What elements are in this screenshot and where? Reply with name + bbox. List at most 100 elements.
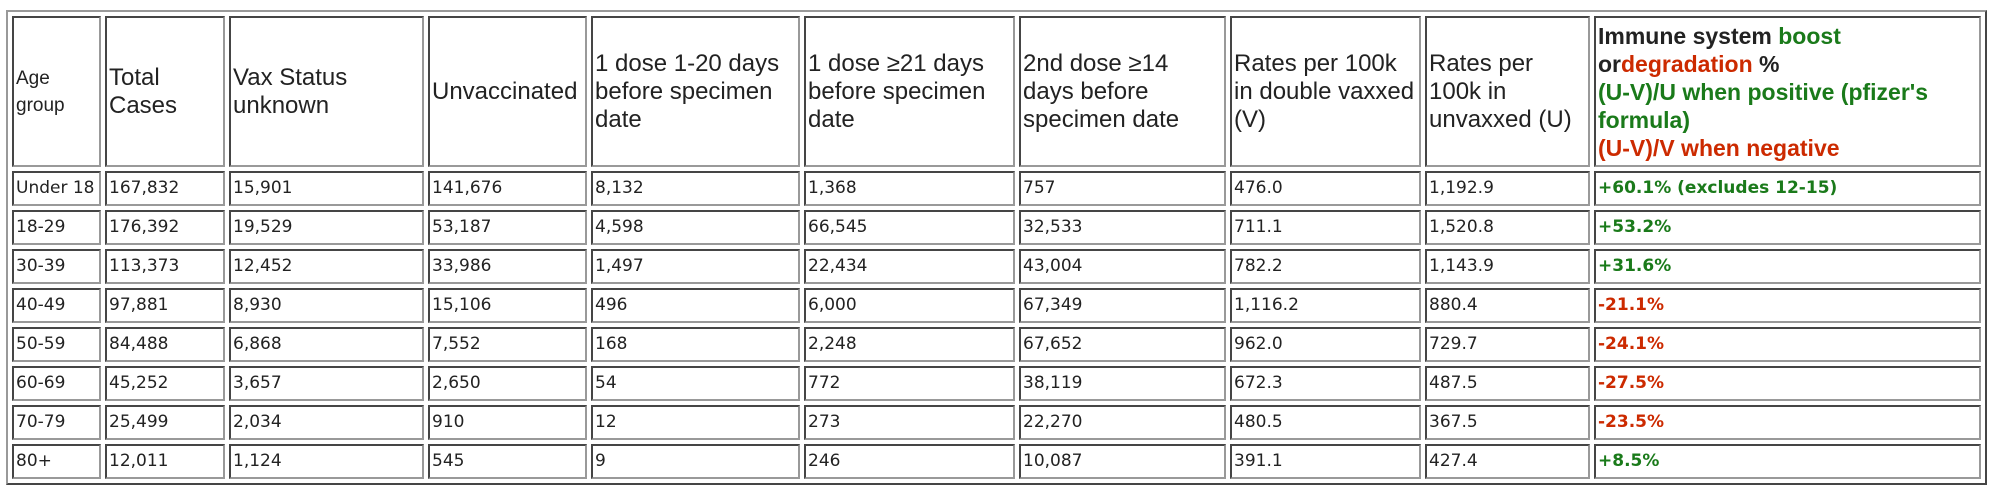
table-row: 50-59 84,488 6,868 7,552 168 2,248 67,652 962.0… [12, 327, 1981, 362]
table-cell: 880.4 [1425, 288, 1590, 323]
table-cell: 246 [804, 444, 1015, 479]
table-cell: 43,004 [1019, 249, 1226, 284]
table-cell: 141,676 [428, 171, 587, 206]
column-header: Total Cases [105, 16, 225, 167]
table-cell: 480.5 [1230, 405, 1421, 440]
table-cell: 25,499 [105, 405, 225, 440]
table-cell: 8,132 [591, 171, 800, 206]
table-cell: 910 [428, 405, 587, 440]
column-header: 2nd dose ≥14 days before specimen date [1019, 16, 1226, 167]
table-cell: 97,881 [105, 288, 225, 323]
table-cell: 12 [591, 405, 800, 440]
table-cell: 67,349 [1019, 288, 1226, 323]
table-cell: 2,248 [804, 327, 1015, 362]
page: Age group Total Cases Vax Status unknown Un… [6, 10, 1987, 485]
table-cell: 32,533 [1019, 210, 1226, 245]
table-cell: 1,143.9 [1425, 249, 1590, 284]
table-cell: -24.1% [1594, 327, 1981, 362]
table-cell: 6,000 [804, 288, 1015, 323]
header-part: (U-V)/V when negative [1598, 134, 1840, 161]
table-cell: 1,116.2 [1230, 288, 1421, 323]
table-cell: 113,373 [105, 249, 225, 284]
table-cell: 8,930 [229, 288, 424, 323]
table-cell: 962.0 [1230, 327, 1421, 362]
table-cell: 38,119 [1019, 366, 1226, 401]
table-cell: 391.1 [1230, 444, 1421, 479]
column-header: Rates per 100k in double vaxxed (V) [1230, 16, 1421, 167]
table-row: 18-29 176,392 19,529 53,187 4,598 66,545 32,53… [12, 210, 1981, 245]
table-cell: 54 [591, 366, 800, 401]
header-part: Immune system [1598, 22, 1779, 49]
table-cell: 1,520.8 [1425, 210, 1590, 245]
table-cell: 1,192.9 [1425, 171, 1590, 206]
column-header: Immune system boost ordegradation % (U-V)… [1594, 16, 1981, 167]
table-cell: 33,986 [428, 249, 587, 284]
table-cell: 176,392 [105, 210, 225, 245]
table-cell: 15,901 [229, 171, 424, 206]
table-cell: -27.5% [1594, 366, 1981, 401]
table-cell: 1,124 [229, 444, 424, 479]
table-cell: -21.1% [1594, 288, 1981, 323]
header-row: Age group Total Cases Vax Status unknown Un… [12, 16, 1981, 167]
table-cell: 487.5 [1425, 366, 1590, 401]
table-cell: 66,545 [804, 210, 1015, 245]
table-cell: 1,368 [804, 171, 1015, 206]
table-cell: 30-39 [12, 249, 101, 284]
table-cell: 729.7 [1425, 327, 1590, 362]
table-cell: Under 18 [12, 171, 101, 206]
table-cell: 772 [804, 366, 1015, 401]
table-cell: 53,187 [428, 210, 587, 245]
column-header: Unvaccinated [428, 16, 587, 167]
table-cell: 7,552 [428, 327, 587, 362]
table-cell: 80+ [12, 444, 101, 479]
header-part: (U-V)/U when positive (pfizer's formula) [1598, 78, 1929, 133]
table-cell: 2,034 [229, 405, 424, 440]
table-cell: 22,434 [804, 249, 1015, 284]
table-cell: 711.1 [1230, 210, 1421, 245]
table-cell: 496 [591, 288, 800, 323]
header-part: % [1752, 50, 1780, 77]
table-cell: -23.5% [1594, 405, 1981, 440]
table-cell: 45,252 [105, 366, 225, 401]
table-cell: 67,652 [1019, 327, 1226, 362]
column-header: 1 dose 1-20 days before specimen date [591, 16, 800, 167]
table-cell: 22,270 [1019, 405, 1226, 440]
table-cell: 757 [1019, 171, 1226, 206]
column-header: Age group [12, 16, 101, 167]
column-header: Vax Status unknown [229, 16, 424, 167]
table-cell: 9 [591, 444, 800, 479]
table-cell: +8.5% [1594, 444, 1981, 479]
table-cell: 12,011 [105, 444, 225, 479]
column-header: 1 dose ≥21 days before specimen date [804, 16, 1015, 167]
table-cell: +53.2% [1594, 210, 1981, 245]
table-row: 40-49 97,881 8,930 15,106 496 6,000 67,349 1,11… [12, 288, 1981, 323]
table-cell: 168 [591, 327, 800, 362]
header-part: degradation [1621, 50, 1753, 77]
table-cell: 672.3 [1230, 366, 1421, 401]
table-row: 60-69 45,252 3,657 2,650 54 772 38,119 672.3 487… [12, 366, 1981, 401]
table-cell: 84,488 [105, 327, 225, 362]
table-cell: 18-29 [12, 210, 101, 245]
table-cell: +31.6% [1594, 249, 1981, 284]
table-cell: 3,657 [229, 366, 424, 401]
table-cell: 273 [804, 405, 1015, 440]
table-row: 80+ 12,011 1,124 545 9 246 10,087 391.1 427.4 +8.… [12, 444, 1981, 479]
table-cell: 545 [428, 444, 587, 479]
table-row: 30-39 113,373 12,452 33,986 1,497 22,434 43,00… [12, 249, 1981, 284]
table-cell: 19,529 [229, 210, 424, 245]
table-cell: 367.5 [1425, 405, 1590, 440]
table-cell: 1,497 [591, 249, 800, 284]
header-part: or [1598, 50, 1621, 77]
table-cell: 2,650 [428, 366, 587, 401]
table-cell: 70-79 [12, 405, 101, 440]
table-cell: 4,598 [591, 210, 800, 245]
data-table: Age group Total Cases Vax Status unknown Un… [6, 10, 1987, 485]
table-cell: 60-69 [12, 366, 101, 401]
header-part: boost [1778, 22, 1841, 49]
table-cell: 15,106 [428, 288, 587, 323]
table-cell: 427.4 [1425, 444, 1590, 479]
table-cell: 50-59 [12, 327, 101, 362]
table-cell: 476.0 [1230, 171, 1421, 206]
table-cell: 6,868 [229, 327, 424, 362]
table-row: 70-79 25,499 2,034 910 12 273 22,270 480.5 367.5… [12, 405, 1981, 440]
